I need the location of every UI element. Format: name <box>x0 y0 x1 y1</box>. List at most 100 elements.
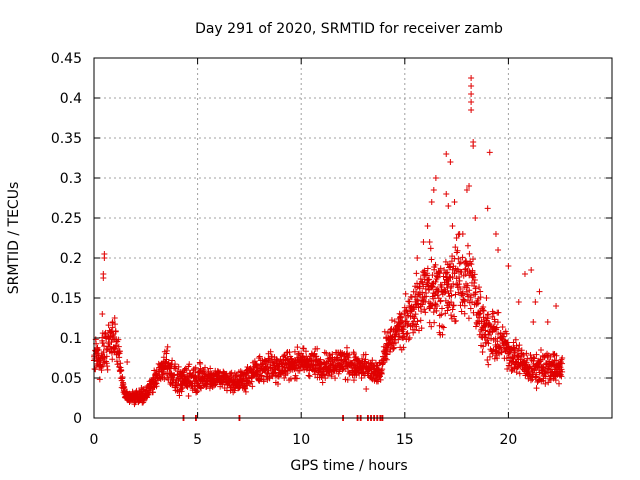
data-point <box>99 311 106 317</box>
data-point <box>410 329 417 336</box>
data-point <box>471 271 478 278</box>
data-point <box>172 384 179 391</box>
data-point <box>433 276 440 283</box>
data-point <box>104 366 111 373</box>
data-point <box>515 345 522 352</box>
data-point <box>403 330 410 337</box>
y-tick-label: 0.45 <box>51 51 82 67</box>
data-point <box>101 343 108 350</box>
data-point <box>500 333 507 340</box>
data-point <box>516 370 523 377</box>
data-point <box>444 307 451 314</box>
data-point <box>472 215 479 221</box>
plot-frame <box>93 57 613 419</box>
data-point <box>292 372 299 379</box>
data-point <box>467 305 474 312</box>
data-point <box>477 288 484 295</box>
data-point <box>413 323 420 330</box>
data-point <box>493 324 500 331</box>
data-point <box>369 357 376 364</box>
data-point <box>432 261 439 268</box>
data-point <box>398 311 405 318</box>
data-point <box>439 331 446 338</box>
data-point <box>428 199 435 205</box>
data-point <box>388 317 395 324</box>
data-point <box>484 205 491 212</box>
data-point <box>179 384 186 391</box>
data-point <box>459 290 466 297</box>
data-point <box>449 306 456 313</box>
data-point <box>437 265 444 272</box>
data-point <box>461 302 468 309</box>
data-point <box>103 346 110 353</box>
data-point <box>413 296 420 303</box>
data-point <box>305 372 312 379</box>
data-point <box>457 259 464 266</box>
data-point <box>508 359 515 366</box>
data-point <box>468 75 475 81</box>
data-point <box>167 361 174 368</box>
data-point <box>109 319 116 325</box>
data-point <box>411 315 418 322</box>
data-point <box>418 325 425 332</box>
data-point <box>452 317 459 324</box>
data-point <box>256 353 263 360</box>
data-point <box>343 344 350 351</box>
data-point <box>494 319 501 326</box>
data-point <box>448 292 455 299</box>
data-point <box>443 191 450 197</box>
data-point <box>242 388 249 395</box>
data-point <box>464 293 471 300</box>
data-point <box>413 270 420 277</box>
data-point <box>414 318 421 325</box>
data-point <box>559 368 566 375</box>
data-point <box>251 358 258 365</box>
data-point <box>119 374 126 381</box>
data-point <box>346 351 353 358</box>
data-point <box>531 355 538 362</box>
data-point <box>193 387 200 394</box>
data-point <box>103 353 110 360</box>
data-point <box>422 309 429 316</box>
data-point <box>468 91 475 97</box>
data-point <box>113 358 120 365</box>
data-point <box>533 351 540 358</box>
y-tick-label: 0 <box>73 411 82 427</box>
data-point <box>303 353 310 360</box>
data-point <box>468 99 475 105</box>
y-tick-label: 0.05 <box>51 371 82 387</box>
data-point <box>317 356 324 363</box>
data-point <box>523 359 530 366</box>
data-point <box>180 368 187 375</box>
data-point <box>472 323 479 330</box>
data-point <box>344 376 351 383</box>
data-point <box>476 284 483 291</box>
data-point <box>421 306 428 313</box>
data-point <box>432 301 439 308</box>
data-point <box>207 365 214 372</box>
data-point <box>471 276 478 283</box>
data-point <box>443 151 450 157</box>
data-point <box>362 351 369 358</box>
data-point <box>439 305 446 312</box>
data-point <box>217 369 224 376</box>
data-point <box>463 187 470 193</box>
data-point <box>161 375 168 382</box>
data-point <box>496 345 503 352</box>
data-point <box>400 324 407 331</box>
data-point <box>533 385 540 392</box>
data-point <box>112 327 119 334</box>
data-point <box>153 371 160 378</box>
data-point <box>422 289 429 296</box>
data-point <box>403 318 410 325</box>
data-point <box>332 375 339 382</box>
data-point <box>472 289 479 296</box>
data-point <box>100 340 107 347</box>
data-point <box>295 351 302 358</box>
data-point <box>528 267 535 273</box>
x-tick-label: 15 <box>396 432 414 448</box>
data-point <box>466 250 473 257</box>
data-point <box>470 256 477 263</box>
data-point <box>111 315 118 321</box>
data-point <box>440 324 447 331</box>
